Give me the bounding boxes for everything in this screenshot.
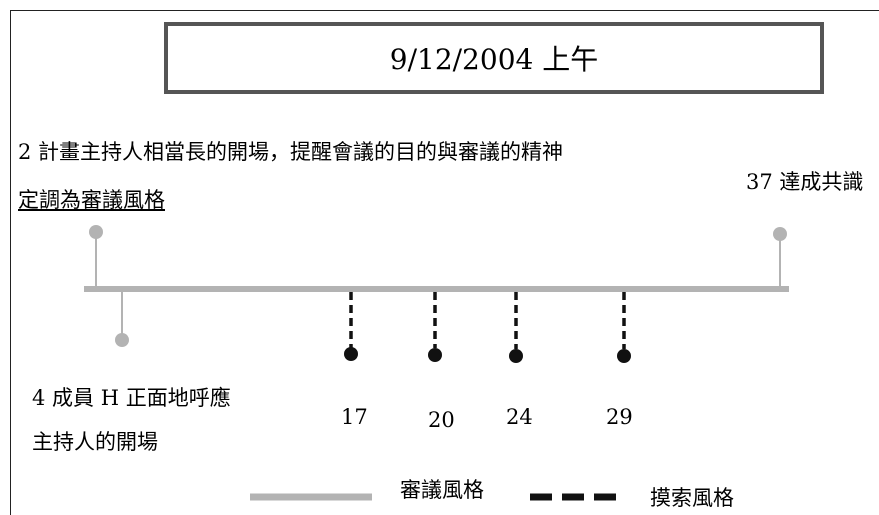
consensus-note: 37 達成共識	[746, 170, 864, 194]
response-note-line1: 4 成員 H 正面地呼應	[32, 386, 231, 410]
frame-top-border	[10, 10, 879, 11]
dash-head-24	[509, 349, 523, 363]
response-note-line2: 主持人的開場	[32, 430, 158, 454]
opening-note-line1: 2 計畫主持人相當長的開場，提醒會議的目的與審議的精神	[18, 140, 564, 164]
legend-deliberative-label: 審議風格	[400, 478, 484, 502]
dash-head-20	[428, 348, 442, 362]
dash-head-17	[344, 347, 358, 361]
pin-head-opening	[89, 225, 103, 239]
dash-head-29	[617, 349, 631, 363]
date-header-box: 9/12/2004 上午	[164, 22, 824, 94]
date-header-text: 9/12/2004 上午	[389, 43, 599, 76]
opening-note-line2: 定調為審議風格	[18, 188, 165, 212]
marker-label-17: 17	[341, 405, 368, 429]
pin-head-consensus	[773, 227, 787, 241]
marker-label-24: 24	[506, 405, 533, 429]
marker-label-20: 20	[428, 408, 455, 432]
legend-exploratory-label: 摸索風格	[650, 486, 734, 510]
pin-head-response	[115, 333, 129, 347]
marker-label-29: 29	[606, 405, 633, 429]
frame-left-border	[10, 10, 11, 515]
